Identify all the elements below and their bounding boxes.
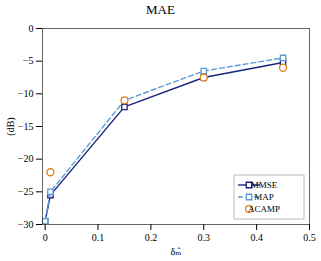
svg-text:MMSE: MMSE xyxy=(251,180,278,190)
svg-text:0: 0 xyxy=(29,23,34,34)
svg-text:−30: −30 xyxy=(18,219,34,230)
svg-text:−15: −15 xyxy=(18,121,34,132)
svg-text:(dB): (dB) xyxy=(5,117,17,135)
svg-text:0.2: 0.2 xyxy=(145,232,158,243)
svg-text:−20: −20 xyxy=(18,153,34,164)
svg-text:−10: −10 xyxy=(18,88,34,99)
svg-text:0.1: 0.1 xyxy=(92,232,105,243)
html-text:MAE: MAE xyxy=(146,2,175,17)
svg-text:0.4: 0.4 xyxy=(250,232,263,243)
svg-text:0: 0 xyxy=(43,232,48,243)
svg-text:−25: −25 xyxy=(18,186,34,197)
svg-text:ACAMP: ACAMP xyxy=(248,204,280,214)
svg-text:0.3: 0.3 xyxy=(198,232,211,243)
svg-text:0.5: 0.5 xyxy=(303,232,316,243)
svg-text:δₘ̂: δₘ̂ xyxy=(171,246,182,257)
svg-text:MAP: MAP xyxy=(254,192,274,202)
svg-text:−5: −5 xyxy=(23,55,34,66)
